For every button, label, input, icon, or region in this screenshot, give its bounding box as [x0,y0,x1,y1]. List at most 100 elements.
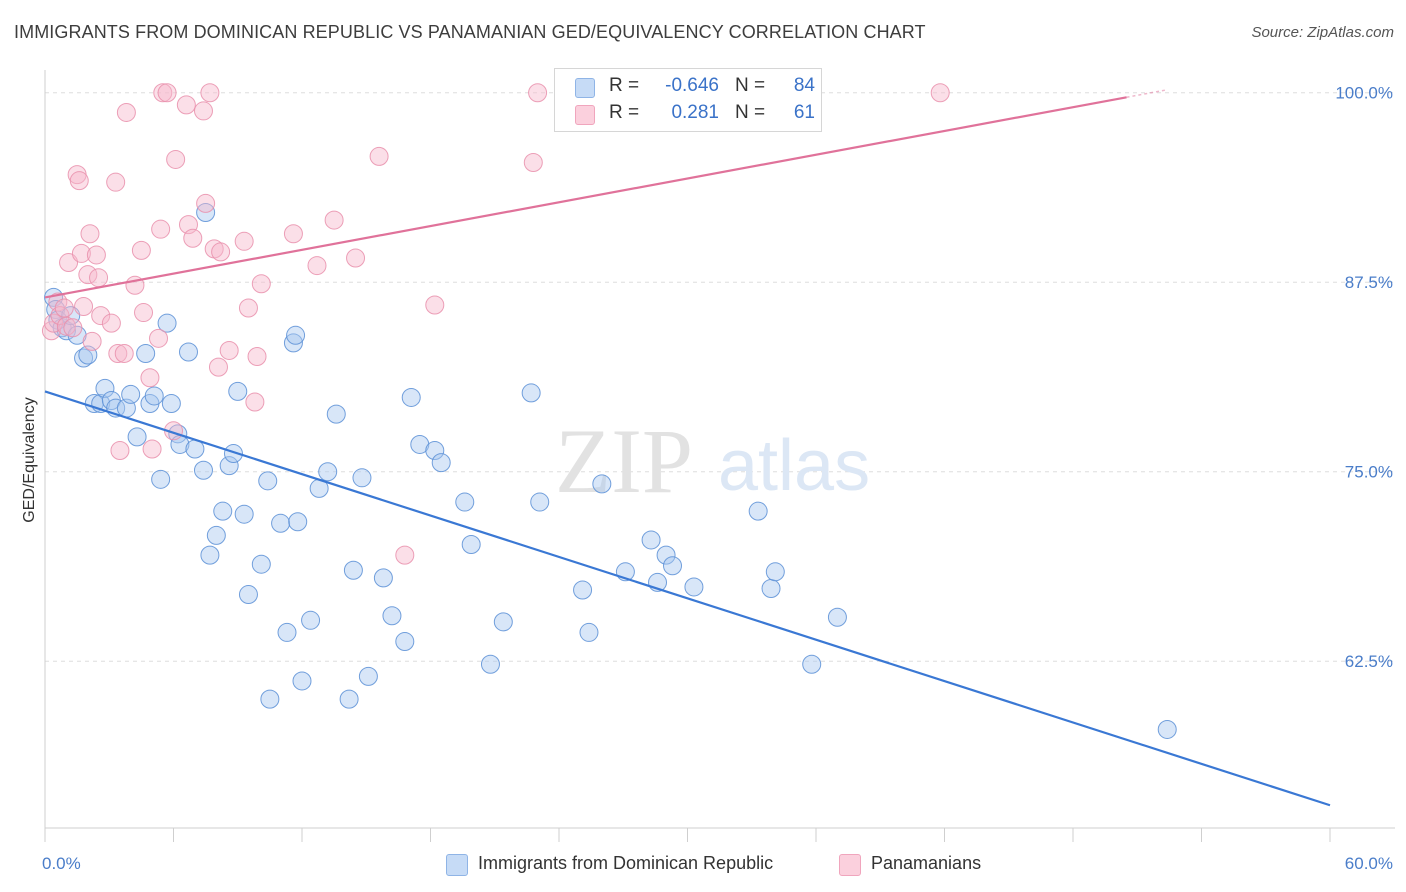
correlation-legend: R = -0.646 N = 84 R = 0.281 N = 61 [554,68,822,132]
data-point-panamanian [930,83,950,103]
data-point-dominican [318,462,338,482]
legend-label: Immigrants from Dominican Republic [478,853,774,873]
data-point-panamanian [101,313,121,333]
data-point-dominican [219,456,239,476]
data-point-panamanian [108,343,128,363]
legend-n-label: N = [735,75,766,96]
data-point-dominican [802,654,822,674]
data-point-panamanian [193,101,213,121]
data-point-dominican [292,671,312,691]
data-point-dominican [234,504,254,524]
chart-source: Source: ZipAtlas.com [1251,24,1394,41]
data-point-dominican [286,325,306,345]
data-point-dominican [61,306,81,326]
data-point-panamanian [80,224,100,244]
data-point-panamanian [131,240,151,260]
data-point-dominican [301,610,321,630]
data-point-panamanian [54,298,74,318]
trend-line-panamanian [44,96,1127,299]
data-point-panamanian [78,265,98,285]
data-point-dominican [277,622,297,642]
legend-r-label: R = [609,102,640,123]
y-tick-label: 75.0% [1345,463,1393,482]
data-point-dominican [530,492,550,512]
data-point-dominican [358,666,378,686]
data-point-panamanian [247,347,267,367]
data-point-dominican [136,343,156,363]
data-point-panamanian [149,328,169,348]
data-point-dominican [258,471,278,491]
data-point-panamanian [219,340,239,360]
data-point-dominican [641,530,661,550]
data-point-panamanian [208,357,228,377]
legend-swatch-blue [575,78,595,98]
data-point-dominican [157,313,177,333]
legend-label: Panamanians [871,853,982,873]
data-point-panamanian [91,306,111,326]
watermark-atlas: atlas [718,426,870,506]
data-point-dominican [95,378,115,398]
data-point-dominican [121,384,141,404]
data-point-dominican [761,578,781,598]
data-point-dominican [213,501,233,521]
data-point-panamanian [44,313,64,333]
data-point-panamanian [89,268,109,288]
data-point-panamanian [425,295,445,315]
data-point-panamanian [307,256,327,276]
data-point-panamanian [528,83,548,103]
legend-swatch-pink [575,105,595,125]
data-point-dominican [206,525,226,545]
data-point-dominican [260,689,280,709]
data-point-dominican [193,460,213,480]
data-point-panamanian [69,171,89,191]
legend-r-value: -0.646 [665,75,719,96]
data-point-panamanian [245,392,265,412]
axes [44,70,1395,842]
data-point-dominican [455,492,475,512]
x-tick-label: 0.0% [42,854,81,873]
data-point-panamanian [41,321,61,341]
data-point-dominican [827,607,847,627]
data-point-dominican [288,512,308,532]
data-point-dominican [228,381,248,401]
data-point-panamanian [134,303,154,323]
data-point-dominican [684,577,704,597]
data-point-dominican [395,632,415,652]
data-point-panamanian [238,298,258,318]
data-point-dominican [151,469,171,489]
x-tick-labels: 0.0% 60.0% [42,854,1393,873]
data-point-dominican [1157,719,1177,739]
data-point-dominican [339,689,359,709]
data-point-panamanian [71,243,91,263]
data-point-panamanian [56,316,76,336]
data-point-dominican [238,585,258,605]
data-point-dominican [461,535,481,555]
data-point-panamanian [196,193,216,213]
data-point-dominican [373,568,393,588]
data-point-panamanian [74,296,94,316]
data-point-dominican [431,453,451,473]
data-point-panamanian [157,83,177,103]
data-point-dominican [493,612,513,632]
data-point-panamanian [166,149,186,169]
data-point-panamanian [153,83,173,103]
data-point-panamanian [110,441,130,461]
y-tick-label: 100.0% [1335,84,1393,103]
data-points [41,83,1177,739]
data-point-dominican [425,441,445,461]
watermark-zip: ZIP [555,410,693,512]
y-tick-label: 87.5% [1345,273,1393,292]
data-point-dominican [271,513,291,533]
legend-n-value: 61 [793,102,815,123]
legend-r-label: R = [609,75,640,96]
data-point-dominican [352,468,372,488]
data-point-dominican [401,387,421,407]
y-tick-label: 62.5% [1345,652,1393,671]
data-point-panamanian [369,146,389,166]
data-point-panamanian [251,274,271,294]
data-point-dominican [592,474,612,494]
data-point-panamanian [523,152,543,172]
data-point-panamanian [183,228,203,248]
data-point-dominican [127,427,147,447]
data-point-panamanian [324,210,344,230]
